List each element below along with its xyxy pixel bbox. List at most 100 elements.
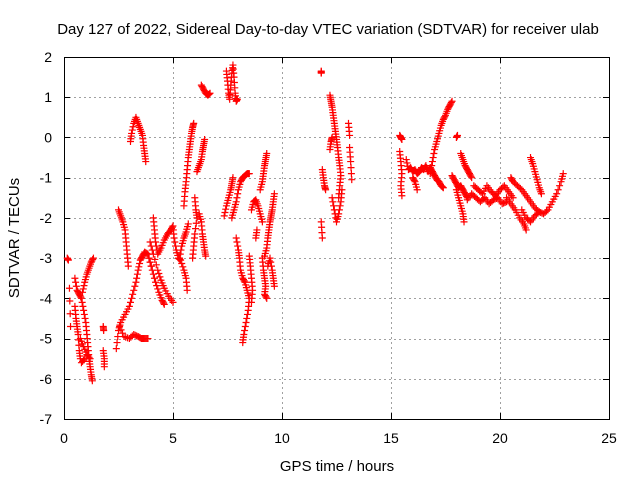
data-point (336, 202, 344, 210)
data-point (145, 254, 153, 262)
data-point (112, 345, 120, 353)
data-point (201, 135, 209, 143)
data-point (439, 183, 447, 191)
x-tick-label: 25 (601, 430, 617, 446)
data-point (328, 133, 336, 141)
data-point (152, 278, 160, 286)
data-point (150, 274, 158, 282)
data-point (206, 89, 214, 97)
data-point (80, 282, 88, 290)
data-point (146, 258, 154, 266)
data-point (147, 262, 155, 270)
data-point (171, 238, 179, 246)
data-point (80, 306, 88, 314)
data-point (322, 186, 330, 194)
x-tick-label: 10 (274, 430, 290, 446)
data-point (184, 220, 192, 228)
data-point (245, 170, 253, 178)
data-point (154, 285, 162, 293)
data-point (71, 274, 79, 282)
grid-lines (64, 57, 609, 419)
data-point (178, 259, 186, 267)
data-point (467, 172, 475, 180)
data-point (460, 218, 468, 226)
data-point (509, 194, 517, 202)
data-point (338, 186, 346, 194)
data-point (179, 263, 187, 271)
x-tick-label: 15 (383, 430, 399, 446)
data-point (239, 339, 247, 347)
x-axis-title: GPS time / hours (280, 458, 394, 475)
data-point (124, 262, 132, 270)
data-point (554, 186, 562, 194)
data-point (348, 176, 356, 184)
data-point (534, 209, 542, 217)
data-point (125, 302, 133, 310)
data-point (160, 299, 168, 307)
data-point (130, 286, 138, 294)
data-point (72, 278, 80, 286)
data-point (438, 182, 446, 190)
y-tick-label: -1 (40, 170, 53, 186)
data-point (132, 278, 140, 286)
data-point (192, 219, 200, 227)
data-point (453, 131, 461, 139)
data-point (447, 99, 455, 107)
data-point (398, 192, 406, 200)
data-point (72, 282, 80, 290)
data-point (232, 198, 240, 206)
data-point (152, 242, 160, 250)
data-point (202, 252, 210, 260)
x-tick-label: 20 (492, 430, 508, 446)
data-point (403, 159, 411, 167)
data-point (133, 270, 141, 278)
y-tick-label: -2 (40, 210, 53, 226)
x-tick-label: 0 (60, 430, 68, 446)
data-point (170, 234, 178, 242)
data-point (205, 91, 213, 99)
data-point (205, 90, 213, 98)
data-point (233, 95, 241, 103)
data-point (429, 154, 437, 162)
data-point (556, 182, 564, 190)
chart-title: Day 127 of 2022, Sidereal Day-to-day VTE… (57, 21, 599, 38)
data-point (79, 288, 87, 296)
data-point (81, 355, 89, 363)
data-point (131, 282, 139, 290)
data-point (347, 158, 355, 166)
data-point (253, 226, 261, 234)
data-point (189, 254, 197, 262)
data-point (267, 258, 275, 266)
data-point (244, 306, 252, 314)
data-point (66, 297, 74, 305)
data-point (221, 209, 229, 217)
y-tick-label: -6 (40, 371, 53, 387)
data-point (135, 263, 143, 271)
data-point (88, 377, 96, 385)
data-point (270, 282, 278, 290)
data-point (263, 150, 271, 158)
data-point (80, 356, 88, 364)
data-point (330, 202, 338, 210)
data-point (441, 113, 449, 121)
data-point (234, 242, 242, 250)
data-point (77, 293, 85, 301)
data-point (156, 273, 164, 281)
y-tick-label: 2 (44, 49, 52, 65)
data-point (128, 294, 136, 302)
data-point (468, 174, 476, 182)
data-point (347, 164, 355, 172)
data-point (79, 285, 87, 293)
data-point (232, 234, 240, 242)
data-point (448, 97, 456, 105)
data-point (222, 205, 230, 213)
y-axis-title: SDTVAR / TECUs (6, 178, 23, 298)
data-point (169, 298, 177, 306)
data-point (126, 298, 134, 306)
data-point (242, 318, 250, 326)
data-point (153, 282, 161, 290)
data-point (233, 194, 241, 202)
data-point (116, 322, 124, 330)
data-point (439, 184, 447, 192)
